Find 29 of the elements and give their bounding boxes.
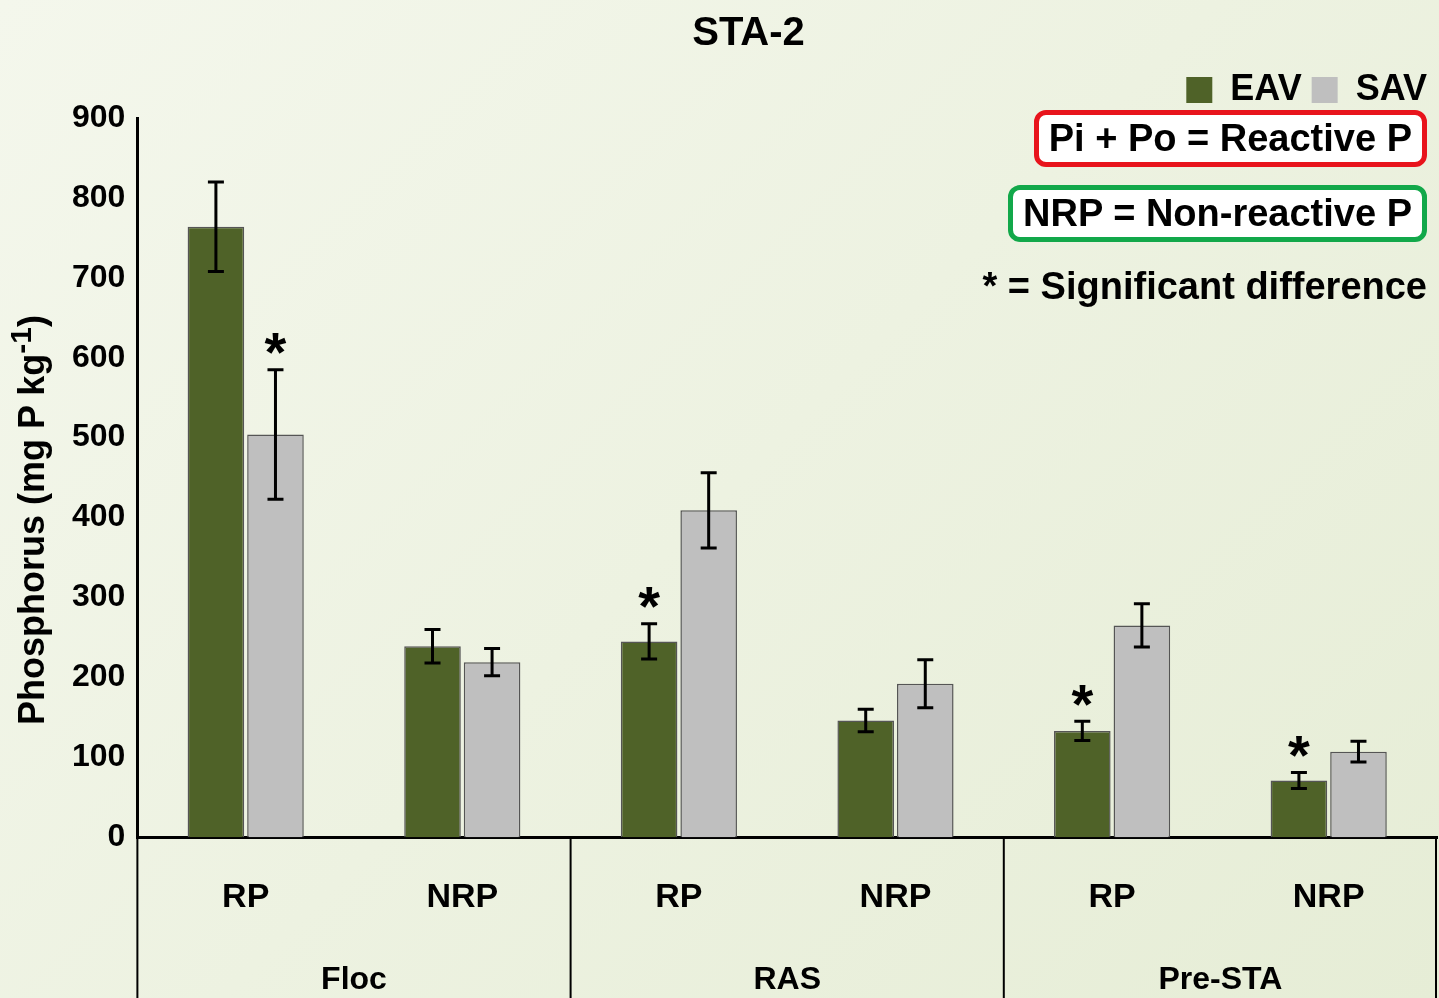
x-tick-label: RP: [1088, 875, 1136, 914]
y-tick-label: 500: [72, 417, 126, 454]
data-label: *: [1288, 722, 1311, 786]
legend-label: SAV: [1355, 66, 1428, 108]
annotation: NRP = Non-reactive P: [1008, 185, 1427, 242]
text: Pre-STA: [1158, 959, 1283, 996]
text: RAS: [753, 959, 821, 996]
legend-label: EAV: [1230, 66, 1302, 108]
annotation: Pi + Po = Reactive P: [1033, 110, 1427, 167]
y-tick-label: 400: [72, 497, 126, 534]
annotation: * = Significant difference: [982, 265, 1427, 308]
x-tick-label: NRP: [426, 875, 499, 914]
text: Floc: [321, 959, 387, 996]
chart-title: STA-2: [692, 9, 805, 54]
data-label: *: [1071, 671, 1094, 735]
y-tick-label: 700: [72, 257, 126, 294]
y-tick-label: 300: [72, 577, 126, 614]
x-tick-label: NRP: [1292, 875, 1365, 914]
y-tick-label: 100: [72, 737, 126, 774]
y-tick-label: 0: [107, 817, 126, 854]
data-label: *: [264, 320, 287, 384]
y-tick-label: 800: [72, 177, 126, 214]
y-tick-label: 200: [72, 657, 126, 694]
y-tick-label: 900: [72, 97, 126, 134]
x-tick-label: RP: [222, 875, 270, 914]
x-tick-label: RP: [655, 875, 703, 914]
data-label: *: [638, 574, 661, 638]
x-tick-label: NRP: [859, 875, 932, 914]
y-tick-label: 600: [72, 337, 126, 374]
